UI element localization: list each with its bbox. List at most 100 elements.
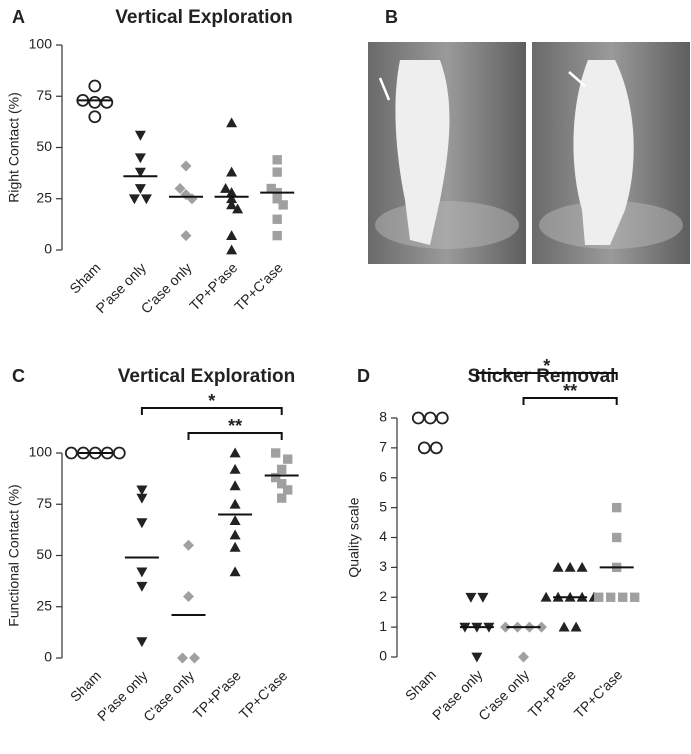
dot (220, 183, 232, 193)
dot (88, 79, 102, 93)
dot (226, 193, 238, 204)
dot (136, 637, 148, 648)
arrow (378, 77, 391, 101)
x-tick-label: TP+P'ase (190, 667, 244, 721)
y-tick-label: 75 (36, 87, 52, 103)
y-tick-label: 50 (36, 138, 52, 154)
dot (88, 110, 102, 124)
dot (136, 485, 148, 496)
dot (271, 448, 281, 458)
dot (630, 592, 640, 602)
y-tick-label: 75 (36, 495, 52, 511)
dot (128, 194, 140, 205)
dot (229, 498, 241, 509)
dot (183, 591, 194, 602)
dot (134, 153, 146, 164)
dot (576, 561, 588, 572)
dot (112, 446, 126, 460)
x-tick-label: TP+P'ase (525, 666, 579, 720)
x-tick-label: C'ase only (140, 667, 197, 724)
dot (272, 214, 282, 224)
dot (180, 230, 192, 242)
chart-panel: C Vertical Exploration Functional Contact … (6, 366, 299, 725)
y-tick-label: 0 (379, 648, 387, 664)
dot (229, 447, 241, 458)
dot (429, 441, 443, 455)
panel-label: A (12, 7, 25, 27)
cylinder-base (375, 201, 519, 249)
dot (272, 155, 282, 165)
y-tick-label: 0 (44, 241, 52, 257)
y-tick-label: 1 (379, 618, 387, 634)
dot (64, 446, 78, 460)
y-tick-label: 25 (36, 189, 52, 205)
dot (226, 117, 238, 128)
dot (177, 652, 188, 664)
panel-label: D (357, 366, 370, 386)
dot (552, 561, 564, 572)
dot (423, 411, 437, 425)
dot (411, 411, 425, 425)
dot (570, 621, 582, 632)
dot (477, 592, 489, 603)
dot (134, 130, 146, 141)
significance-bracket (475, 372, 618, 380)
dot (140, 194, 152, 205)
dot (189, 652, 200, 664)
dot (229, 566, 241, 577)
dot (266, 183, 276, 194)
y-tick-label: 3 (379, 558, 387, 574)
arrow (568, 71, 586, 87)
dot (226, 166, 238, 177)
y-tick-label: 8 (379, 409, 387, 425)
chart-title: Vertical Exploration (115, 7, 292, 28)
y-tick-label: 2 (379, 588, 387, 604)
dot (536, 621, 547, 633)
dot (271, 472, 281, 483)
dot (226, 199, 238, 210)
x-tick-label: TP+P'ase (186, 259, 240, 313)
x-tick-label: Sham (402, 666, 439, 703)
dot (100, 96, 114, 109)
dot (278, 200, 288, 210)
dot (229, 529, 241, 540)
significance-bracket (187, 432, 283, 440)
dot (435, 411, 449, 425)
dot (232, 203, 244, 214)
photo-panel: B (368, 7, 690, 264)
significance-label: ** (563, 381, 577, 401)
dot (88, 96, 102, 109)
dot (229, 463, 241, 474)
dot (229, 515, 241, 526)
dot (618, 592, 628, 602)
dot (417, 441, 431, 455)
y-tick-label: 0 (44, 649, 52, 665)
y-tick-label: 50 (36, 546, 52, 562)
dot (465, 592, 477, 603)
significance-label: * (208, 391, 215, 411)
panel-label: C (12, 366, 25, 386)
rat (395, 60, 450, 245)
dot (594, 592, 604, 602)
x-tick-label: TP+C'ase (231, 259, 286, 314)
dot (183, 539, 194, 551)
y-tick-label: 100 (29, 444, 53, 460)
y-tick-label: 7 (379, 439, 387, 455)
chart-title: Sticker Removal (468, 366, 616, 387)
dot (564, 561, 576, 572)
dot (500, 621, 511, 633)
dot (229, 480, 241, 491)
significance-bracket (140, 407, 283, 415)
y-axis-label: Quality scale (346, 497, 362, 577)
dot (283, 454, 293, 464)
dot (277, 493, 287, 503)
dot (612, 502, 622, 513)
dot (226, 230, 238, 241)
dot (277, 479, 287, 489)
dot (558, 621, 570, 632)
y-axis-label: Right Contact (%) (6, 92, 22, 202)
chart-panel: D Sticker Removal Quality scale 0 1 2 3 4 5 6 7 8 Sh… (346, 356, 640, 724)
dot (136, 581, 148, 592)
y-tick-label: 4 (379, 528, 387, 544)
